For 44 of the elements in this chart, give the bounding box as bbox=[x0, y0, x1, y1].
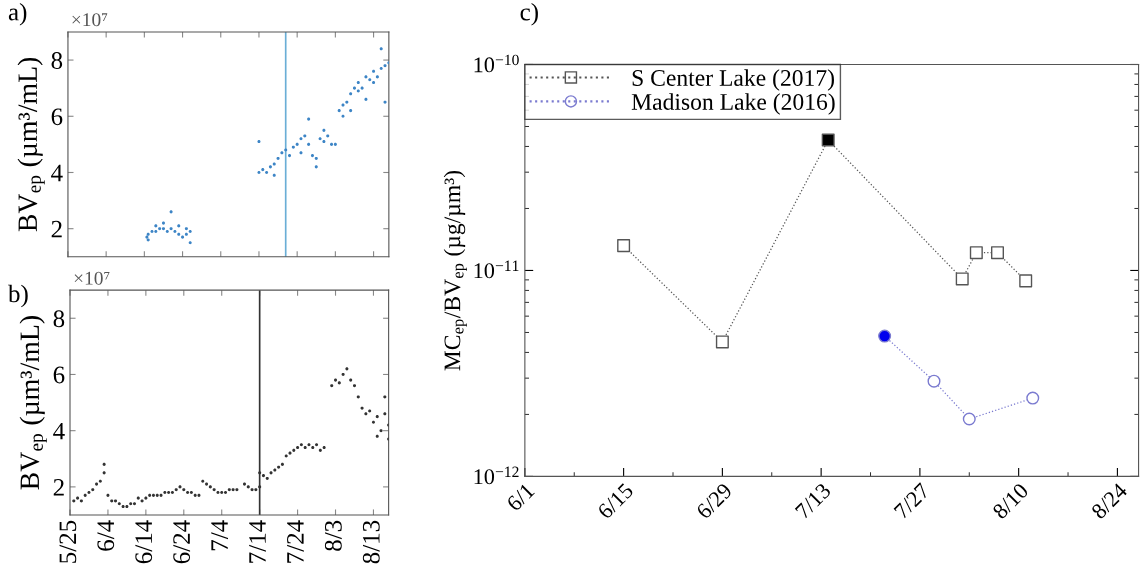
x-tick-label: 8/10 bbox=[991, 482, 1030, 520]
x-tick-label: 6/14 bbox=[135, 520, 153, 564]
y-tick-label: 6 bbox=[53, 366, 65, 384]
point bbox=[715, 335, 729, 349]
x-tick-label: 8/24 bbox=[1090, 481, 1129, 520]
point bbox=[821, 133, 835, 147]
x-tick-label: 7/13 bbox=[794, 482, 832, 520]
y-tick-label: 4 bbox=[51, 164, 63, 182]
x-tick-label: 8/13 bbox=[362, 520, 380, 564]
x-tick-label: 7/14 bbox=[249, 520, 266, 563]
text: c) bbox=[520, 2, 538, 26]
point bbox=[955, 272, 969, 286]
point bbox=[617, 239, 631, 253]
y-axis-title: BV$_{ep}$ (µm³/mL) bbox=[17, 57, 45, 232]
x-tick-label: 6/24 bbox=[173, 520, 191, 564]
text: ×10⁷ bbox=[72, 13, 108, 27]
point bbox=[1019, 274, 1033, 288]
x-tick-label: 7/27 bbox=[893, 482, 931, 520]
legend-label: S Center Lake (2017) bbox=[632, 69, 834, 91]
x-tick-label: 7/4 bbox=[211, 520, 228, 551]
x-tick-label: 5/25 bbox=[59, 520, 77, 563]
text: b) bbox=[7, 284, 28, 308]
x-tick-label: 6/1 bbox=[505, 482, 535, 512]
x-tick-label: 6/15 bbox=[596, 482, 635, 520]
x-tick-label: 6/29 bbox=[695, 482, 733, 520]
y-axis-title: MC$_{ep}$/BV$_{ep}$ (µg/µm³) bbox=[443, 170, 467, 371]
y-tick-label: 10$^{−10}$ bbox=[474, 54, 519, 73]
y-tick-label: 8 bbox=[53, 310, 65, 328]
y-tick-label: 2 bbox=[51, 220, 62, 238]
y-tick-label: 10$^{−12}$ bbox=[474, 466, 519, 485]
point bbox=[990, 246, 1004, 260]
x-tick-label: 8/3 bbox=[324, 520, 342, 551]
legend-label: Madison Lake (2016) bbox=[631, 93, 835, 115]
y-tick-label: 6 bbox=[51, 108, 63, 126]
text: ×10⁷ bbox=[74, 271, 110, 285]
y-tick-label: 8 bbox=[51, 52, 63, 69]
text: a) bbox=[8, 2, 27, 26]
point bbox=[969, 246, 983, 260]
y-tick-label: 10$^{−11}$ bbox=[474, 260, 519, 279]
y-tick-label: 4 bbox=[53, 422, 65, 440]
y-axis-title: BV$_{ep}$ (µm³/mL) bbox=[19, 316, 47, 490]
x-tick-label: 6/4 bbox=[97, 520, 115, 551]
x-tick-label: 7/24 bbox=[287, 520, 304, 563]
y-tick-label: 2 bbox=[53, 479, 64, 496]
